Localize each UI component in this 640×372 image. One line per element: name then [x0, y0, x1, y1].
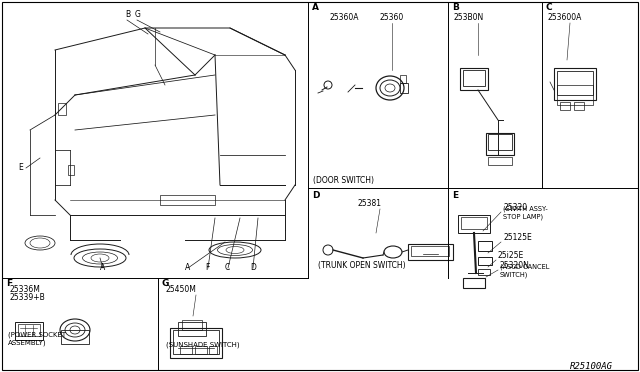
Bar	[15, 322, 43, 340]
Bar	[478, 257, 492, 265]
Bar	[461, 217, 487, 229]
Bar	[209, 346, 217, 354]
Text: 25360: 25360	[380, 13, 404, 22]
Text: 25339+B: 25339+B	[10, 293, 45, 302]
Text: F: F	[6, 279, 12, 288]
Text: 25450M: 25450M	[166, 285, 197, 294]
Text: D: D	[312, 191, 319, 200]
Bar	[400, 83, 408, 93]
Bar	[486, 133, 514, 155]
Bar	[557, 85, 593, 105]
Bar	[180, 346, 192, 354]
Text: C: C	[546, 3, 552, 12]
Bar	[18, 324, 40, 336]
Bar	[488, 157, 512, 165]
Bar	[182, 320, 202, 330]
Bar	[557, 71, 593, 95]
Text: A: A	[185, 263, 190, 272]
Bar	[400, 75, 406, 83]
Text: 25336M: 25336M	[10, 285, 41, 294]
Bar	[574, 102, 584, 110]
Text: 253B0N: 253B0N	[453, 13, 483, 22]
Text: 25125E: 25125E	[503, 233, 532, 242]
Text: 25320N: 25320N	[500, 261, 530, 270]
Text: 25i25E: 25i25E	[498, 251, 524, 260]
Text: A: A	[312, 3, 319, 12]
Bar	[160, 195, 215, 205]
Text: 253600A: 253600A	[547, 13, 581, 22]
Bar	[58, 103, 66, 115]
Text: (ASCD CANCEL
SWITCH): (ASCD CANCEL SWITCH)	[500, 263, 549, 278]
Text: (DOOR SWITCH): (DOOR SWITCH)	[313, 176, 374, 185]
Text: A: A	[100, 263, 105, 272]
Text: G: G	[135, 10, 141, 19]
Bar	[554, 68, 596, 100]
Text: E: E	[452, 191, 458, 200]
Bar	[458, 215, 490, 233]
Text: C: C	[225, 263, 230, 272]
Bar	[68, 165, 74, 175]
Text: B: B	[125, 10, 130, 19]
Text: E: E	[18, 163, 23, 172]
Text: (SWITH ASSY-
STOP LAMP): (SWITH ASSY- STOP LAMP)	[503, 205, 548, 219]
Text: (SUNSHADE SWITCH): (SUNSHADE SWITCH)	[166, 341, 239, 347]
Text: B: B	[452, 3, 459, 12]
Bar	[170, 328, 222, 358]
Text: R25100AG: R25100AG	[570, 362, 613, 371]
Bar	[478, 241, 492, 251]
Bar	[463, 278, 485, 288]
Bar	[411, 246, 449, 256]
Bar	[488, 134, 512, 150]
Text: F: F	[205, 263, 209, 272]
Bar	[408, 244, 453, 260]
Bar	[460, 68, 488, 90]
Bar	[478, 269, 490, 275]
Text: 25320: 25320	[503, 203, 527, 212]
Text: 25381: 25381	[358, 199, 382, 208]
Bar	[178, 322, 206, 336]
Bar	[61, 330, 89, 344]
Text: (POWER SOCKET
ASSEMBLY): (POWER SOCKET ASSEMBLY)	[8, 331, 66, 346]
Text: G: G	[162, 279, 170, 288]
Bar	[173, 330, 219, 354]
Bar	[195, 346, 207, 354]
Bar	[463, 70, 485, 86]
Bar	[560, 102, 570, 110]
Text: 25360A: 25360A	[330, 13, 360, 22]
Text: (TRUNK OPEN SWITCH): (TRUNK OPEN SWITCH)	[318, 261, 406, 270]
Text: D: D	[250, 263, 256, 272]
